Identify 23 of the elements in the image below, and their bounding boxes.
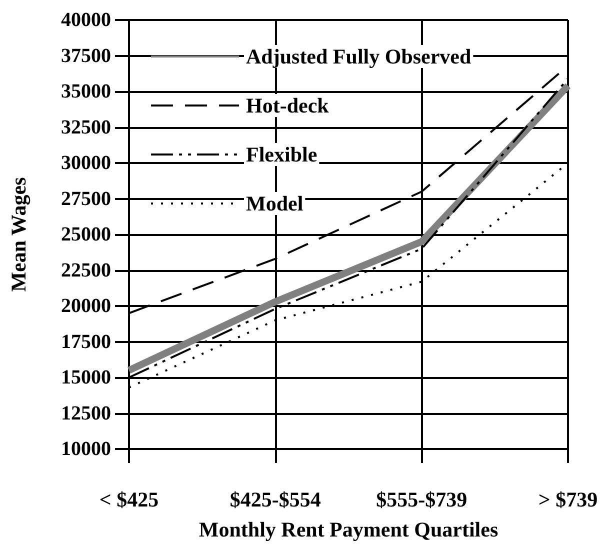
x-tick-label: $555-$739 xyxy=(376,488,468,512)
legend-label: Adjusted Fully Observed xyxy=(246,44,472,68)
legend-label: Model xyxy=(246,192,304,216)
y-tick-label: 27500 xyxy=(61,188,111,210)
y-tick-label: 40000 xyxy=(61,9,111,31)
y-tick-label: 20000 xyxy=(61,295,111,317)
legend-label: Hot-deck xyxy=(246,94,330,118)
y-tick-label: 35000 xyxy=(61,80,111,102)
x-tick-label: < $425 xyxy=(99,488,159,512)
y-tick-label: 10000 xyxy=(61,438,111,460)
y-tick-label: 30000 xyxy=(61,152,111,174)
y-tick-label: 25000 xyxy=(61,224,111,246)
x-tick-label: $425-$554 xyxy=(230,488,322,512)
y-tick-label: 12500 xyxy=(61,402,111,424)
y-tick-label: 32500 xyxy=(61,116,111,138)
y-tick-label: 17500 xyxy=(61,330,111,353)
y-tick-label: 22500 xyxy=(61,259,111,282)
x-axis-title: Monthly Rent Payment Quartiles xyxy=(198,518,498,542)
y-tick-label: 15000 xyxy=(61,366,111,388)
legend-label: Flexible xyxy=(246,142,318,166)
x-tick-label: > $739 xyxy=(538,488,598,512)
y-tick-label: 37500 xyxy=(61,44,111,67)
y-axis-title: Mean Wages xyxy=(6,177,30,292)
